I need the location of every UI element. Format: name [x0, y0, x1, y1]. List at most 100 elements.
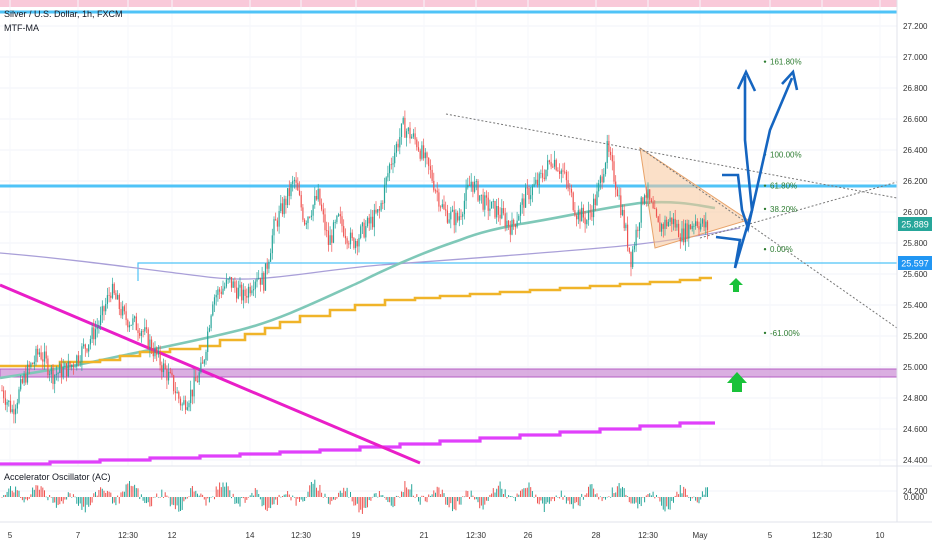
oscillator-bar	[492, 488, 494, 497]
indicator-label[interactable]: MTF-MA	[4, 23, 39, 33]
candle-body	[273, 219, 275, 236]
candle-body	[37, 348, 39, 355]
oscillator-bar	[8, 488, 10, 497]
candle-body	[23, 374, 25, 383]
oscillator-bar	[610, 497, 612, 498]
candle-body	[581, 207, 583, 222]
time-tick-label: 10	[876, 531, 885, 540]
oscillator-bar	[521, 489, 523, 497]
oscillator-bar	[474, 497, 476, 500]
candle-body	[292, 181, 294, 184]
oscillator-bar	[101, 488, 103, 497]
candle-body	[633, 245, 635, 250]
oscillator-bar	[185, 497, 187, 500]
symbol-title[interactable]: Silver / U.S. Dollar, 1h, FXCM	[4, 9, 123, 19]
oscillator-bar	[627, 496, 629, 497]
oscillator-bar	[460, 497, 462, 505]
candle-body	[618, 195, 620, 197]
candle-body	[79, 362, 81, 363]
candle-body	[584, 217, 586, 225]
candle-body	[351, 232, 353, 239]
candle-body	[94, 329, 97, 340]
oscillator-bar	[605, 497, 606, 500]
oscillator-bar	[525, 488, 527, 497]
oscillator-bar	[411, 484, 413, 497]
oscillator-bar	[137, 488, 139, 497]
candle-body	[400, 123, 403, 137]
candle-body	[290, 183, 292, 197]
candle-body	[678, 223, 680, 238]
projection-path-main[interactable]	[722, 77, 794, 233]
candle-body	[72, 364, 74, 368]
candle-body	[173, 375, 175, 392]
oscillator-bar	[438, 487, 440, 497]
candle-body	[9, 400, 12, 412]
candle-body	[43, 351, 46, 362]
candle-body	[307, 216, 309, 224]
oscillator-bar	[448, 497, 450, 508]
candle-body	[339, 214, 341, 217]
price-axis-ticks: 27.40027.20027.00026.80026.60026.40026.2…	[903, 22, 928, 496]
oscillator-bar	[270, 497, 272, 509]
oscillator-bar	[283, 494, 285, 497]
oscillator-bar	[64, 497, 66, 500]
oscillator-title[interactable]: Accelerator Oscillator (AC)	[4, 472, 111, 482]
level-price-label: 25.597	[901, 259, 929, 269]
candle-body	[55, 374, 57, 376]
oscillator-bar	[282, 496, 283, 497]
oscillator-bar	[397, 496, 399, 497]
oscillator-bar	[276, 497, 278, 505]
candle-body	[506, 220, 508, 227]
oscillator-bar	[50, 497, 52, 498]
candle-body	[596, 191, 598, 206]
candle-body	[241, 284, 243, 301]
oscillator-bar	[265, 497, 266, 510]
candle-body	[353, 238, 355, 249]
candle-body	[1, 390, 3, 392]
oscillator-bar	[639, 497, 640, 504]
candle-body	[377, 209, 379, 213]
candle-body	[40, 352, 42, 360]
candle-body	[200, 362, 202, 373]
descending-trendline[interactable]	[0, 283, 421, 465]
oscillator-bar	[608, 496, 610, 497]
oscillator-bar	[440, 494, 442, 497]
candlestick-series	[1, 110, 709, 424]
candle-body	[523, 198, 525, 208]
main-pane[interactable]	[0, 0, 897, 466]
oscillator-bar	[640, 497, 642, 507]
oscillator-bar	[628, 497, 630, 503]
candle-body	[66, 363, 68, 377]
candle-body	[671, 217, 673, 225]
oscillator-bar	[10, 486, 11, 497]
candle-body	[472, 181, 474, 192]
candle-body	[450, 211, 452, 220]
oscillator-bar	[3, 495, 5, 497]
support-zone[interactable]	[0, 368, 898, 378]
candle-body	[64, 363, 66, 368]
green-up-arrow-upper	[729, 278, 743, 292]
oscillator-bar	[147, 497, 149, 503]
candle-body	[453, 209, 455, 226]
oscillator-bar	[581, 493, 583, 497]
candle-body	[661, 224, 663, 232]
candle-body	[285, 198, 287, 206]
candle-body	[237, 287, 239, 299]
candle-body	[69, 361, 71, 368]
projection-path-alt[interactable]	[715, 76, 754, 269]
oscillator-bar	[564, 495, 566, 497]
oscillator-bar	[576, 497, 578, 503]
candle-body	[533, 183, 535, 187]
oscillator-bar	[657, 497, 659, 498]
candle-body	[394, 152, 396, 164]
range-top-line[interactable]	[137, 262, 897, 281]
candle-body	[538, 173, 540, 186]
oscillator-bar	[346, 487, 348, 497]
oscillator-bar	[321, 492, 323, 497]
oscillator-bar	[129, 481, 130, 497]
candle-body	[208, 328, 210, 332]
candle-body	[433, 180, 435, 191]
oscillator-bar	[647, 494, 649, 497]
oscillator-bar	[497, 485, 499, 497]
